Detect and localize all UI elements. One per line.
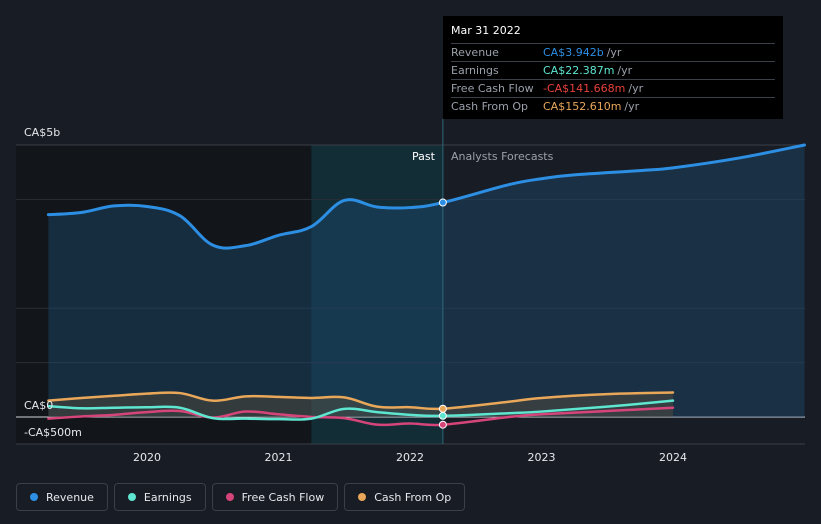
y-axis-label-zero: CA$0 (24, 399, 54, 412)
tooltip-unit: /yr (606, 46, 622, 59)
tooltip-value: CA$152.610m (543, 100, 622, 113)
tooltip-row-earnings: Earnings CA$22.387m /yr (451, 61, 775, 79)
x-tick-label: 2024 (659, 451, 687, 464)
tooltip-label: Free Cash Flow (451, 82, 534, 95)
legend: Revenue Earnings Free Cash Flow Cash Fro… (16, 483, 466, 511)
tooltip-row-revenue: Revenue CA$3.942b /yr (451, 43, 775, 61)
x-tick-label: 2023 (528, 451, 556, 464)
tooltip-value: -CA$141.668m (543, 82, 626, 95)
tooltip-row-fcf: Free Cash Flow -CA$141.668m /yr (451, 79, 775, 97)
cash-from-op-marker (438, 404, 447, 413)
y-axis-label-top: CA$5b (24, 126, 61, 139)
legend-item-free-cash-flow[interactable]: Free Cash Flow (211, 483, 339, 511)
y-axis-label-bottom: -CA$500m (24, 426, 82, 439)
forecast-label: Analysts Forecasts (451, 150, 554, 163)
legend-label: Revenue (46, 490, 94, 504)
cash-from-op-dot-icon (358, 493, 367, 501)
past-label: Past (412, 150, 435, 163)
tooltip-label: Revenue (451, 46, 499, 59)
tooltip-label: Cash From Op (451, 100, 529, 113)
revenue-marker (438, 198, 447, 207)
legend-label: Free Cash Flow (241, 490, 325, 504)
earnings-line (47, 399, 675, 421)
legend-item-earnings[interactable]: Earnings (113, 483, 206, 511)
free-cash-flow-marker (438, 420, 447, 429)
legend-label: Earnings (143, 490, 192, 504)
cash-from-op-area (48, 392, 673, 417)
legend-item-revenue[interactable]: Revenue (16, 483, 108, 511)
tooltip: Mar 31 2022 Revenue CA$3.942b /yr Earnin… (443, 16, 783, 119)
earnings-dot-icon (127, 493, 136, 501)
cash-from-op-line (47, 391, 675, 411)
earnings-marker (438, 411, 447, 420)
revenue-area (48, 145, 805, 417)
free-cash-flow-dot-icon (225, 493, 234, 501)
revenue-dot-icon (30, 493, 38, 501)
tooltip-row-cfo: Cash From Op CA$152.610m /yr (451, 97, 775, 115)
x-tick-label: 2022 (396, 451, 424, 464)
x-tick-label: 2020 (133, 451, 161, 464)
legend-label: Cash From Op (374, 490, 452, 504)
tooltip-unit: /yr (624, 100, 640, 113)
tooltip-value: CA$22.387m (543, 64, 615, 77)
tooltip-label: Earnings (451, 64, 499, 77)
highlight-band (311, 145, 443, 444)
tooltip-value: CA$3.942b (543, 46, 604, 59)
tooltip-unit: /yr (617, 64, 633, 77)
x-tick-label: 2021 (265, 451, 293, 464)
revenue-line (46, 143, 806, 250)
tooltip-date: Mar 31 2022 (451, 24, 521, 37)
legend-item-cash-from-op[interactable]: Cash From Op (344, 483, 466, 511)
tooltip-unit: /yr (628, 82, 644, 95)
